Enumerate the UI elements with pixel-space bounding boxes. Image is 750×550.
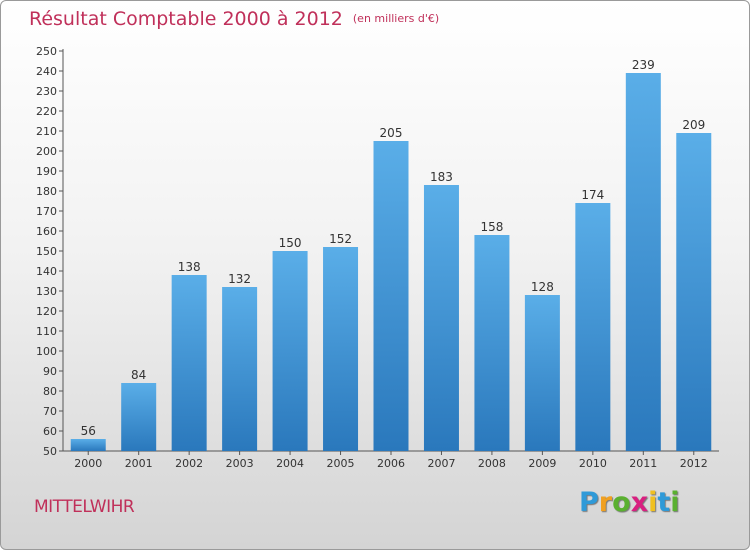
y-tick-label: 210 xyxy=(36,125,57,138)
data-label: 152 xyxy=(329,232,352,246)
y-tick-label: 190 xyxy=(36,165,57,178)
chart-title: Résultat Comptable 2000 à 2012 (en millie… xyxy=(29,8,439,30)
logo-letter: P xyxy=(579,487,599,518)
y-tick-label: 140 xyxy=(36,265,57,278)
chart-title-text: Résultat Comptable 2000 à 2012 xyxy=(29,8,343,30)
y-tick-label: 160 xyxy=(36,225,57,238)
y-tick-label: 100 xyxy=(36,345,57,358)
data-label: 158 xyxy=(480,220,503,234)
bar-2006 xyxy=(373,141,409,451)
data-label: 239 xyxy=(632,58,655,72)
bars xyxy=(70,73,712,451)
y-tick-label: 230 xyxy=(36,85,57,98)
bar-2002 xyxy=(171,275,207,451)
y-tick-label: 80 xyxy=(43,385,57,398)
x-tick-label: 2011 xyxy=(629,457,657,470)
data-labels: 56 84 138 132 150 152 205 183 158 128 174 239 209 xyxy=(81,58,706,438)
y-tick-label: 90 xyxy=(43,365,57,378)
data-label: 174 xyxy=(581,188,604,202)
logo-letter: x xyxy=(630,487,649,518)
logo-letter: r xyxy=(598,487,613,518)
x-tick-label: 2012 xyxy=(680,457,708,470)
logo-letter: i xyxy=(670,487,680,518)
y-tick-label: 50 xyxy=(43,445,57,458)
bar-2001 xyxy=(121,383,157,451)
data-label: 132 xyxy=(228,272,251,286)
logo-letter: i xyxy=(648,487,658,518)
bar-2004 xyxy=(272,251,308,451)
bar-2005 xyxy=(323,247,359,451)
x-tick-label: 2002 xyxy=(175,457,203,470)
y-tick-label: 60 xyxy=(43,425,57,438)
x-tick-label: 2003 xyxy=(226,457,254,470)
x-tick-label: 2004 xyxy=(276,457,304,470)
city-name: MITTELWIHR xyxy=(34,497,135,517)
x-tick-label: 2010 xyxy=(579,457,607,470)
data-label: 138 xyxy=(178,260,201,274)
x-tick-label: 2008 xyxy=(478,457,506,470)
bar-2008 xyxy=(474,235,510,451)
y-tick-label: 240 xyxy=(36,65,57,78)
x-tick-label: 2001 xyxy=(125,457,153,470)
bar-2007 xyxy=(423,185,459,451)
y-tick-label: 250 xyxy=(36,45,57,58)
data-label: 128 xyxy=(531,280,554,294)
data-label: 150 xyxy=(279,236,302,250)
x-tick-label: 2006 xyxy=(377,457,405,470)
data-label: 209 xyxy=(682,118,705,132)
bar-2012 xyxy=(676,133,712,451)
logo-letter: o xyxy=(612,487,631,518)
bar-2011 xyxy=(625,73,661,451)
y-tick-label: 220 xyxy=(36,105,57,118)
bar-2010 xyxy=(575,203,611,451)
data-label: 183 xyxy=(430,170,453,184)
x-tick-label: 2007 xyxy=(427,457,455,470)
x-tick-label: 2009 xyxy=(528,457,556,470)
y-tick-label: 150 xyxy=(36,245,57,258)
data-label: 84 xyxy=(131,368,146,382)
data-label: 56 xyxy=(81,424,96,438)
bar-2003 xyxy=(222,287,258,451)
y-tick-label: 180 xyxy=(36,185,57,198)
y-tick-label: 170 xyxy=(36,205,57,218)
logo-letter: t xyxy=(657,487,671,518)
bar-2009 xyxy=(524,295,560,451)
x-tick-label: 2000 xyxy=(74,457,102,470)
bar-2000 xyxy=(70,439,106,451)
y-tick-label: 70 xyxy=(43,405,57,418)
y-tick-label: 120 xyxy=(36,305,57,318)
x-tick-label: 2005 xyxy=(327,457,355,470)
proxiti-logo: Proxiti xyxy=(579,487,680,518)
data-label: 205 xyxy=(380,126,403,140)
y-tick-label: 200 xyxy=(36,145,57,158)
y-tick-label: 110 xyxy=(36,325,57,338)
y-tick-label: 130 xyxy=(36,285,57,298)
chart-subtitle: (en milliers d'€) xyxy=(352,12,440,25)
